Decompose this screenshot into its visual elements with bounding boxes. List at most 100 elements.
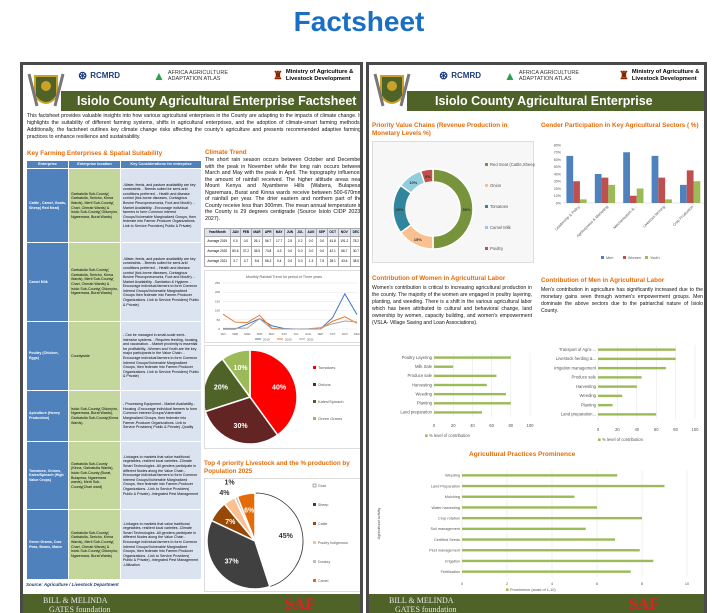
rainfall-line-chart: Monthly Rainfall Trend for period of Thr… bbox=[215, 275, 360, 342]
bar bbox=[462, 527, 586, 531]
enterprise-considerations: -Water, feeds, and pasture availability … bbox=[120, 242, 202, 322]
value-chain-heading: Priority Value Chains (Revenue Productio… bbox=[372, 122, 508, 137]
men-labor-chart: 0 20 40 60 80 100 Transport of Agro-... Livesto… bbox=[554, 345, 700, 442]
women-labor-chart: 0 20 40 60 80 100 Poultry Layering Milk Sale Pro… bbox=[400, 353, 534, 438]
slice-label: 30% bbox=[234, 423, 249, 430]
category-label: Poultry Layering bbox=[402, 355, 433, 360]
legend-swatch bbox=[623, 256, 626, 259]
x-tick-label: FEB bbox=[232, 332, 238, 336]
bar bbox=[462, 570, 631, 573]
men-heading: Contribution of Men in Agricultural Labo… bbox=[541, 277, 665, 284]
value-chain-donut-chart: 50% Red meat (Cattle,Sheep,Goat, Camel) 15… bbox=[392, 162, 562, 251]
y-tick-label: 20% bbox=[554, 187, 562, 191]
legend-label: Onions bbox=[318, 382, 331, 387]
rain-value: 2.5 bbox=[284, 236, 296, 247]
legend-swatch bbox=[313, 503, 316, 506]
x-tick-label: 8 bbox=[641, 582, 643, 586]
enterprise-row: Apiculture (Honey Production) Isiolo Sub-… bbox=[26, 390, 202, 442]
legend-label: Green Grams bbox=[318, 416, 342, 421]
bar-women bbox=[629, 195, 637, 203]
x-tick-label: 20 bbox=[451, 423, 456, 428]
x-tick-label: Agribusiness & Marketing bbox=[576, 205, 609, 238]
category-label: Planting bbox=[581, 402, 597, 407]
practices-bar-chart: 0 2 4 6 8 10 Weeding Land Preparation Mulching Wa… bbox=[377, 470, 689, 592]
enterprise-row: Poultry (Chicken, Eggs) Countywide - Can b… bbox=[26, 321, 202, 391]
rain-value: 0.0 bbox=[304, 246, 318, 257]
category-label: Produce sale bbox=[408, 373, 433, 378]
category-label: Weeding bbox=[416, 391, 433, 396]
bar bbox=[462, 495, 575, 498]
enterprise-heading: Key Farming Enterprises & Spatial Suitab… bbox=[27, 150, 163, 157]
category-label: Harvesting bbox=[576, 384, 597, 389]
enterprise-location: Garbatulla Sub-County (Kinna, Garbatulla… bbox=[68, 441, 121, 510]
x-tick-label: JAN bbox=[220, 332, 225, 336]
category-label: Harvesting bbox=[412, 382, 433, 387]
rain-value: 0.0 bbox=[316, 246, 328, 257]
x-tick-label: OCT bbox=[330, 332, 336, 336]
series-line-2020 bbox=[222, 313, 358, 330]
legend-label: Donkey bbox=[318, 560, 330, 564]
rain-value: 35.5 bbox=[250, 246, 264, 257]
rain-value: 1.3 bbox=[304, 256, 318, 267]
enterprise-table: Enterprise Enterprise location Key Consi… bbox=[26, 160, 202, 580]
x-tick-label: MAY bbox=[269, 332, 275, 336]
saf-logo: SAF bbox=[284, 596, 315, 613]
enterprise-location: Countywide bbox=[68, 321, 121, 391]
legend-label: Onion bbox=[490, 183, 502, 188]
bar bbox=[434, 392, 506, 396]
bar bbox=[434, 411, 482, 414]
rain-value: 37.2 bbox=[240, 246, 252, 257]
factsheet-title: Isiolo County Agricultural Enterprise Fa… bbox=[61, 91, 360, 111]
legend-label: Women bbox=[628, 256, 641, 260]
legend-label: Goat bbox=[318, 484, 326, 488]
slice-label: 1% bbox=[225, 479, 236, 486]
y-tick-label: 50% bbox=[554, 165, 562, 169]
rain-value: 0.2 bbox=[294, 236, 306, 247]
x-tick-label: APR bbox=[257, 332, 263, 336]
x-tick-label: 6 bbox=[596, 582, 598, 586]
legend-label: Sheep bbox=[318, 503, 328, 507]
bar bbox=[598, 394, 623, 398]
legend-label: Red meat (Cattle,Sheep,Goat, Camel) bbox=[490, 162, 535, 167]
col-enterprise: Enterprise bbox=[26, 160, 69, 169]
legend-label: Men bbox=[606, 256, 613, 260]
enterprise-row: Green Grams, Cow Peas, Beans, Maize Garba… bbox=[26, 509, 202, 580]
bar bbox=[598, 376, 642, 379]
legend-label: Tomatoes bbox=[318, 365, 335, 370]
x-tick-label: 100 bbox=[692, 427, 700, 432]
category-label: Land Preparation bbox=[431, 484, 460, 488]
enterprise-row: Cattle , Camel, Goats, Sheep( Red Meat) G… bbox=[26, 168, 202, 243]
category-label: Certified Seeds bbox=[434, 538, 460, 542]
bar bbox=[598, 403, 613, 407]
x-tick-label: Crop Production bbox=[672, 205, 694, 227]
bar-youth bbox=[636, 188, 644, 203]
category-label: Livestock herding &... bbox=[556, 356, 596, 361]
bar bbox=[434, 402, 511, 405]
x-tick-label: Mechanisation &... bbox=[613, 205, 638, 230]
enterprise-name: Tomatoes, Onions, Kales/Spinach (High Va… bbox=[26, 441, 69, 510]
category-label: Water harvesting bbox=[431, 506, 460, 510]
bar bbox=[434, 383, 487, 387]
rain-row: Average 2020 80.6 37.2 35.5 74.8 4.3 0.0 0.0 0.0… bbox=[204, 246, 360, 257]
x-tick-label: NOV bbox=[342, 332, 348, 336]
ministry-logo: ♜ Ministry of Agriculture & Livestock Deve… bbox=[619, 69, 700, 82]
rain-value: 66.7 bbox=[337, 246, 351, 257]
bar-men bbox=[566, 155, 574, 203]
rain-value: 38.5 bbox=[349, 256, 360, 267]
slice-label: 20% bbox=[214, 385, 229, 392]
rain-value: 30.7 bbox=[349, 246, 360, 257]
legend-swatch bbox=[313, 400, 316, 403]
x-tick-label: 60 bbox=[489, 423, 494, 428]
slice-label: 50% bbox=[462, 207, 470, 212]
rain-value: 0.0 bbox=[284, 246, 296, 257]
category-label: Crop rotation bbox=[438, 516, 460, 520]
enterprise-name: Camel Milk bbox=[26, 242, 69, 322]
legend-label: Camel Milk bbox=[490, 225, 512, 230]
y-axis-label: Agricultural activity bbox=[377, 508, 381, 540]
enterprise-considerations: - Can be managed in small-scale semi-int… bbox=[120, 321, 202, 391]
bar-men bbox=[594, 174, 602, 203]
intro-text: This factsheet provides valuable insight… bbox=[27, 113, 361, 140]
legend-swatch bbox=[485, 205, 488, 208]
slice-label: 10% bbox=[234, 365, 249, 372]
county-crest-logo bbox=[27, 73, 65, 107]
